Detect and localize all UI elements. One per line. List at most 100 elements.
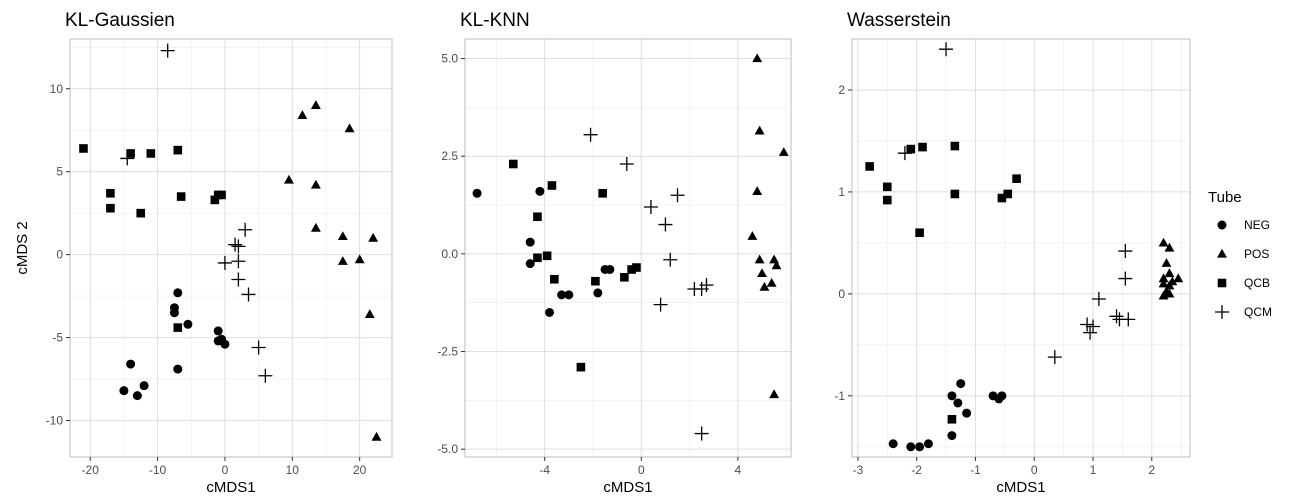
series-neg <box>119 288 230 401</box>
point-qcm <box>1109 309 1124 324</box>
point-neg <box>997 391 1007 401</box>
point-pos <box>766 277 777 287</box>
legend-label: POS <box>1244 247 1269 261</box>
point-pos <box>1158 290 1169 300</box>
point-qcm <box>583 127 598 142</box>
point-pos <box>759 281 770 291</box>
point-neg <box>953 398 963 408</box>
y-tick-label: -5 <box>52 331 63 345</box>
point-qcb <box>906 144 916 154</box>
x-tick-label: 1 <box>1090 463 1097 477</box>
y-tick-label: -10 <box>46 414 64 428</box>
point-pos <box>1158 273 1169 283</box>
x-tick-label: -4 <box>539 463 550 477</box>
point-neg <box>525 259 535 269</box>
point-pos <box>752 186 763 195</box>
y-tick-label: 0 <box>838 287 845 301</box>
point-qcm <box>670 188 685 203</box>
point-neg <box>126 359 136 369</box>
point-qcb <box>533 212 542 222</box>
points <box>79 43 382 441</box>
point-pos <box>344 123 355 133</box>
point-pos <box>757 268 767 278</box>
panel-title: KL-Gaussien <box>65 10 175 31</box>
grid <box>852 39 1190 457</box>
point-qcb <box>598 189 607 198</box>
point-neg <box>962 408 972 418</box>
points <box>472 53 789 441</box>
series-pos <box>1158 237 1184 300</box>
series-pos <box>747 53 789 399</box>
point-neg <box>139 381 149 391</box>
point-pos <box>310 179 321 189</box>
x-tick-label: -3 <box>853 463 864 477</box>
point-qcb <box>217 190 226 200</box>
point-neg <box>557 290 567 300</box>
plot-background <box>852 39 1190 457</box>
y-axis-label: cMDS 2 <box>14 221 31 274</box>
panel-2: -4 0 4 -5.0 -2.5 0.0 2.5 5.0 KL-KNN cMDS1 <box>437 10 792 496</box>
point-qcb <box>106 203 115 213</box>
point-qcm <box>939 42 954 57</box>
legend-item-neg: NEG <box>1217 218 1270 232</box>
point-qcm <box>238 222 253 237</box>
points <box>865 42 1184 452</box>
point-pos <box>769 389 780 399</box>
point-qcb <box>950 141 960 151</box>
y-tick-label: -1 <box>834 389 845 403</box>
x-tick-label: 0 <box>1031 463 1038 477</box>
x-tick-label: 10 <box>286 463 300 477</box>
y-tick-label: 1 <box>838 185 845 199</box>
y-tick-label: -5.0 <box>437 442 458 456</box>
x-tick-label: 20 <box>353 463 367 477</box>
point-qcm <box>699 278 714 293</box>
point-qcb <box>176 192 186 201</box>
point-qcb <box>136 208 146 218</box>
point-qcm <box>1080 317 1095 332</box>
series-qcb <box>508 159 641 372</box>
y-tick-label: -2.5 <box>437 345 458 359</box>
point-qcm <box>258 368 273 383</box>
x-axis-label: cMDS1 <box>996 479 1045 496</box>
point-qcb <box>126 149 135 158</box>
point-qcb <box>918 142 927 152</box>
point-qcm <box>217 255 232 270</box>
series-qcm <box>120 43 273 383</box>
y-tick-label: 2.5 <box>441 149 458 163</box>
legend-key-qcm <box>1215 305 1229 319</box>
y-tick-label: 5.0 <box>441 52 458 66</box>
series-qcb <box>79 144 226 332</box>
point-pos <box>364 309 375 318</box>
point-neg <box>535 186 545 196</box>
point-neg <box>173 364 183 374</box>
y-tick-label: 2 <box>838 83 845 97</box>
point-pos <box>368 232 379 242</box>
point-neg <box>525 237 535 247</box>
point-qcm <box>663 252 678 267</box>
point-qcb <box>508 159 518 169</box>
point-pos <box>754 125 765 135</box>
y-tick-label: 5 <box>56 165 63 179</box>
point-qcb <box>542 251 552 261</box>
point-pos <box>1173 273 1184 283</box>
point-neg <box>545 307 555 317</box>
point-neg <box>213 326 223 336</box>
point-pos <box>778 147 789 156</box>
point-qcm <box>1118 271 1133 286</box>
point-qcm <box>653 297 668 312</box>
x-tick-label: -20 <box>82 463 100 477</box>
point-pos <box>310 100 321 109</box>
point-qcm <box>1118 244 1133 259</box>
legend-item-pos: POS <box>1217 247 1269 261</box>
grid <box>70 39 392 457</box>
point-neg <box>169 308 179 318</box>
point-qcb <box>915 228 924 238</box>
point-neg <box>888 439 898 449</box>
point-qcm <box>231 254 246 269</box>
ticks: -4 0 4 -5.0 -2.5 0.0 2.5 5.0 <box>437 52 741 477</box>
point-neg <box>132 391 142 401</box>
point-pos <box>771 260 782 270</box>
point-pos <box>1164 288 1175 298</box>
point-qcb <box>1012 174 1021 183</box>
